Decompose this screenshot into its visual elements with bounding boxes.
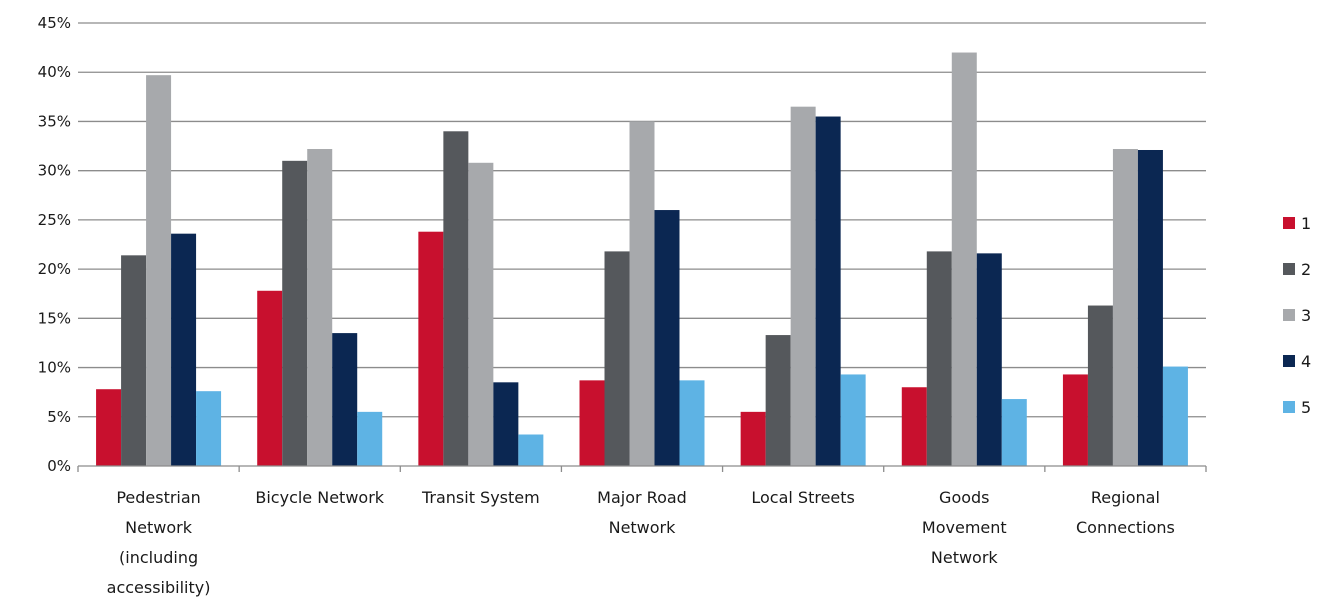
bar-series-4 [815, 116, 841, 467]
x-tick-label: Regional Connections [1076, 488, 1175, 537]
bar-series-5 [679, 380, 705, 466]
x-tick-label: Goods Movement Network [922, 488, 1007, 567]
bar-series-4 [1137, 149, 1163, 466]
legend-swatch [1283, 309, 1295, 321]
bar-series-5 [518, 434, 544, 466]
bar-series-2 [765, 335, 791, 466]
bar-series-3 [468, 162, 494, 466]
bar-series-4 [654, 210, 680, 466]
bar-series-2 [926, 251, 952, 466]
y-tick-label: 25% [38, 211, 71, 229]
x-tick-label: Pedestrian Network (including accessibility… [107, 488, 211, 597]
y-tick-label: 35% [38, 112, 71, 130]
legend-label: 2 [1301, 260, 1311, 279]
x-tick-label: Major Road Network [597, 488, 687, 537]
bar-series-1 [96, 389, 122, 466]
y-tick-label: 0% [47, 457, 71, 475]
legend-swatch [1283, 217, 1295, 229]
bar-series-5 [840, 374, 866, 466]
bars [96, 52, 1188, 467]
bar-series-1 [579, 380, 605, 466]
bar-series-1 [901, 387, 927, 466]
y-tick-label: 40% [38, 63, 71, 81]
legend-swatch [1283, 355, 1295, 367]
bar-series-2 [121, 255, 147, 466]
bar-series-4 [976, 253, 1002, 466]
y-axis: 0% 5% 10% 15% 20% 25% 30% 35% 40% 45% [38, 14, 71, 475]
bar-series-2 [282, 160, 308, 467]
bar-series-5 [1001, 399, 1027, 466]
bar-series-3 [790, 106, 816, 466]
bar-series-5 [196, 391, 222, 466]
legend-label: 4 [1301, 352, 1311, 371]
y-tick-label: 45% [38, 14, 71, 32]
bar-series-5 [357, 411, 383, 466]
bar-series-3 [951, 52, 977, 467]
bar-series-4 [171, 233, 197, 466]
legend-label: 3 [1301, 306, 1311, 325]
x-tick-label: Transit System [421, 488, 540, 507]
x-axis: Pedestrian Network (including accessibility… [77, 465, 1207, 597]
bar-series-2 [1087, 305, 1113, 466]
bar-series-3 [629, 121, 655, 466]
legend-swatch [1283, 263, 1295, 275]
bar-series-3 [307, 149, 333, 466]
legend: 1 2 3 4 5 [1283, 214, 1311, 417]
legend-label: 5 [1301, 398, 1311, 417]
x-tick-label: Local Streets [751, 488, 855, 507]
bar-series-2 [604, 251, 630, 466]
y-tick-label: 10% [38, 359, 71, 377]
y-tick-label: 15% [38, 309, 71, 327]
bar-series-3 [1112, 149, 1138, 466]
legend-swatch [1283, 401, 1295, 413]
bar-series-4 [493, 382, 519, 466]
y-tick-label: 20% [38, 260, 71, 278]
y-tick-label: 5% [47, 408, 71, 426]
bar-series-3 [146, 75, 172, 467]
bar-series-4 [332, 333, 358, 466]
bar-series-1 [257, 290, 283, 466]
bar-series-1 [418, 231, 444, 466]
bar-series-1 [740, 411, 766, 466]
bar-series-2 [443, 131, 469, 467]
legend-label: 1 [1301, 214, 1311, 233]
y-tick-label: 30% [38, 162, 71, 180]
bar-series-1 [1062, 374, 1088, 466]
bar-series-5 [1162, 366, 1188, 466]
x-tick-label: Bicycle Network [255, 488, 384, 507]
